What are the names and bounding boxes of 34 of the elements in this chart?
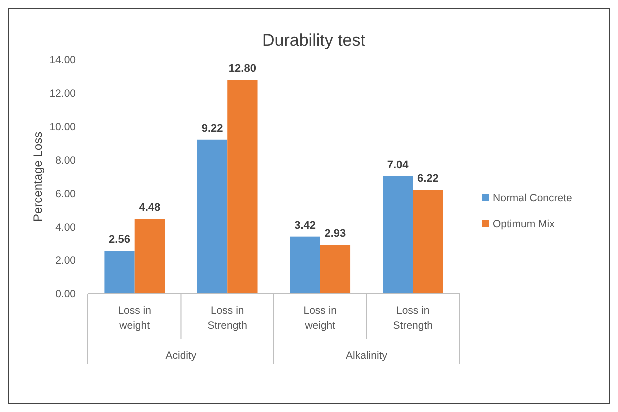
data-label: 6.22 bbox=[418, 173, 439, 186]
y-tick-label: 6.00 bbox=[56, 188, 76, 200]
text: Alkalinity bbox=[346, 350, 388, 362]
data-label: 2.56 bbox=[109, 234, 130, 246]
bar bbox=[197, 140, 228, 294]
y-tick-label: 8.00 bbox=[56, 154, 76, 167]
y-tick-label: 4.00 bbox=[56, 222, 76, 234]
data-label: 4.48 bbox=[139, 202, 161, 214]
y-tick-label: 2.00 bbox=[56, 255, 76, 268]
x-tick-label: Loss in Strength bbox=[208, 305, 248, 332]
data-label: 12.80 bbox=[228, 63, 256, 76]
bar bbox=[104, 251, 135, 294]
x-tick-label: Loss in weight bbox=[304, 305, 338, 332]
legend-label: Normal Concrete bbox=[493, 192, 573, 205]
y-tick-label: 12.00 bbox=[50, 88, 76, 100]
bar bbox=[228, 80, 258, 294]
y-tick-label: 14.00 bbox=[50, 54, 76, 67]
y-axis-title: Percentage Loss bbox=[31, 132, 45, 222]
y-tick-label: 0.00 bbox=[56, 288, 76, 301]
bar bbox=[320, 245, 351, 294]
text: Acidity bbox=[166, 350, 198, 362]
data-label: 2.93 bbox=[324, 228, 346, 240]
x-tick-label: Loss in weight bbox=[118, 305, 152, 332]
chart-title: Durability test bbox=[262, 31, 366, 50]
bar bbox=[383, 176, 414, 294]
bar bbox=[134, 219, 165, 294]
legend-label: Optimum Mix bbox=[493, 218, 556, 231]
bar bbox=[413, 190, 444, 294]
bar bbox=[290, 236, 320, 294]
data-label: 9.22 bbox=[202, 122, 224, 135]
x-tick-label: Loss in Strength bbox=[393, 305, 434, 332]
data-label: 7.04 bbox=[387, 159, 410, 172]
data-label: 3.42 bbox=[294, 220, 316, 232]
y-tick-label: 10.00 bbox=[50, 122, 76, 134]
